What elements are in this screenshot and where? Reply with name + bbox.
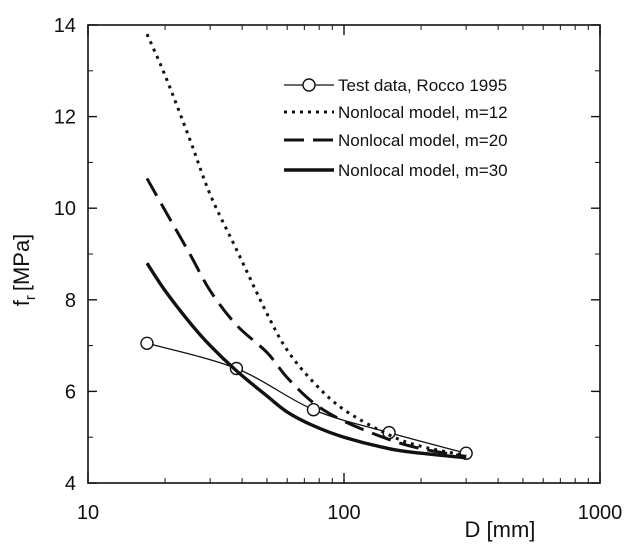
legend-marker — [302, 78, 316, 92]
svg-text:fr[MPa]: fr [MPa] — [9, 234, 39, 307]
y-axis-label-main: f — [9, 299, 34, 306]
series-line-2 — [145, 33, 467, 457]
x-tick-label: 10 — [77, 502, 99, 524]
legend-label-1: Test data, Rocco 1995 — [338, 76, 507, 95]
data-point-marker — [140, 336, 154, 351]
x-tick-label: 1000 — [578, 502, 623, 524]
y-axis-label-sub: r — [22, 295, 39, 300]
legend-label-3: Nonlocal model, m=20 — [338, 131, 508, 150]
y-tick-label: 12 — [54, 107, 76, 129]
x-tick-label: 100 — [327, 502, 360, 524]
legend-label-2: Nonlocal model, m=12 — [338, 103, 508, 122]
x-axis-label: D [mm] — [465, 517, 536, 542]
y-axis-label-unit: [MPa] — [9, 234, 34, 291]
series-line-3 — [145, 177, 467, 458]
data-point-marker — [306, 403, 321, 417]
y-tick-label: 14 — [54, 15, 76, 37]
y-tick-label: 8 — [65, 290, 76, 312]
y-tick-label: 10 — [54, 198, 76, 220]
legend-label-4: Nonlocal model, m=30 — [338, 161, 508, 180]
y-tick-label: 6 — [65, 381, 76, 403]
series-line-4 — [145, 262, 467, 460]
y-axis-label: fr [MPa] — [9, 234, 39, 307]
y-tick-label: 4 — [65, 473, 76, 495]
